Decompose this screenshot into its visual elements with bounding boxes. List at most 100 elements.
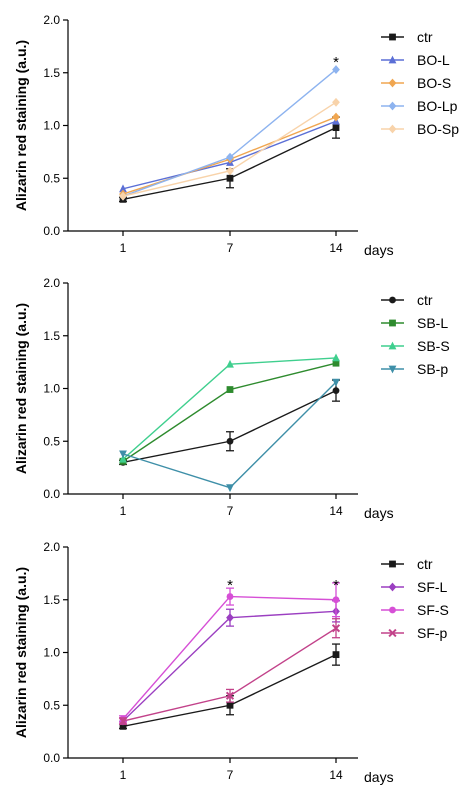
data-point xyxy=(226,593,234,600)
data-point xyxy=(119,454,127,463)
y-tick-label: 1.5 xyxy=(43,329,60,343)
y-axis-label: Alizarin red staining (a.u.) xyxy=(13,40,29,211)
data-point xyxy=(332,124,340,132)
significance-star: * xyxy=(333,54,339,71)
legend-item-ctr: ctr xyxy=(381,556,433,572)
significance-star: * xyxy=(333,577,339,594)
y-tick-label: 0.5 xyxy=(43,171,60,185)
legend-label: SF-p xyxy=(417,625,448,641)
legend-marker xyxy=(388,628,397,638)
data-point xyxy=(331,624,341,633)
data-point xyxy=(332,387,340,395)
legend-label: SF-L xyxy=(417,579,448,595)
data-point xyxy=(119,184,127,193)
y-tick-label: 0.5 xyxy=(43,434,60,448)
y-tick-label: 0.0 xyxy=(43,224,60,238)
y-axis-label: Alizarin red staining (a.u.) xyxy=(13,567,29,738)
legend-marker xyxy=(388,101,397,111)
series-SB-p xyxy=(119,378,340,493)
data-point xyxy=(332,378,340,387)
legend-label: ctr xyxy=(417,556,433,572)
legend-item-SB-S: SB-S xyxy=(381,338,450,354)
legend-item-BO-S: BO-S xyxy=(381,75,451,91)
x-tick-label: 1 xyxy=(120,768,127,782)
legend-label: SB-S xyxy=(417,338,450,354)
legend-item-SB-p: SB-p xyxy=(381,361,448,377)
x-tick-label: 14 xyxy=(329,768,343,782)
data-point xyxy=(226,166,234,176)
y-tick-label: 1.5 xyxy=(43,66,60,80)
legend-marker xyxy=(388,124,397,134)
legend-marker xyxy=(389,319,396,327)
x-axis-unit-label: days xyxy=(364,242,394,258)
data-point xyxy=(332,353,340,362)
data-point xyxy=(118,716,128,726)
data-point xyxy=(226,359,234,368)
data-point xyxy=(332,112,340,122)
x-axis-unit-label: days xyxy=(364,769,394,785)
legend-item-SF-p: SF-p xyxy=(381,625,448,641)
data-point xyxy=(226,701,234,709)
data-point xyxy=(225,691,235,700)
legend-marker xyxy=(389,33,396,41)
data-point xyxy=(332,97,340,107)
legend-marker xyxy=(389,296,396,304)
chart-panel-2: 0.0 0.5 1.0 1.5 2.0 1 7 14 days Alizarin red stai… xyxy=(13,276,450,521)
data-point xyxy=(226,484,234,493)
y-tick-label: 2.0 xyxy=(43,540,60,554)
y-tick-label: 1.0 xyxy=(43,382,60,396)
y-tick-label: 0.0 xyxy=(43,487,60,501)
y-tick-label: 2.0 xyxy=(43,13,60,27)
legend-item-BO-Sp: BO-Sp xyxy=(381,121,459,137)
legend-label: BO-Sp xyxy=(417,121,459,137)
legend-label: SB-p xyxy=(417,361,448,377)
legend-item-ctr: ctr xyxy=(381,29,433,45)
legend-item-ctr: ctr xyxy=(381,292,433,308)
legend-marker xyxy=(389,606,396,614)
legend-marker xyxy=(389,560,396,568)
legend-label: BO-L xyxy=(417,52,450,68)
legend-label: ctr xyxy=(417,29,433,45)
series-ctr xyxy=(119,643,340,730)
data-point xyxy=(332,65,340,74)
y-tick-label: 2.0 xyxy=(43,276,60,290)
legend-label: BO-S xyxy=(417,75,451,91)
data-point xyxy=(226,437,234,445)
legend-item-SB-L: SB-L xyxy=(381,315,448,331)
legend-label: SF-S xyxy=(417,602,449,618)
x-tick-label: 7 xyxy=(227,241,234,255)
series-BO-Sp xyxy=(119,97,340,201)
legend-marker xyxy=(388,341,397,350)
legend-label: BO-Lp xyxy=(417,98,458,114)
y-tick-label: 1.5 xyxy=(43,593,60,607)
legend-label: SB-L xyxy=(417,315,448,331)
y-axis-label: Alizarin red staining (a.u.) xyxy=(13,303,29,474)
data-point xyxy=(119,450,127,459)
series-line xyxy=(122,389,337,464)
legend-marker xyxy=(388,78,397,88)
data-point xyxy=(226,174,234,182)
x-axis-unit-label: days xyxy=(364,505,394,521)
legend-item-BO-L: BO-L xyxy=(381,52,450,68)
legend-marker xyxy=(388,582,397,592)
legend-marker xyxy=(388,55,397,64)
data-point xyxy=(332,651,340,659)
y-tick-label: 0.5 xyxy=(43,698,60,712)
x-tick-label: 14 xyxy=(329,241,343,255)
legend-item-SF-L: SF-L xyxy=(381,579,448,595)
data-point xyxy=(226,386,234,393)
legend-marker xyxy=(388,365,397,374)
y-tick-label: 1.0 xyxy=(43,119,60,133)
x-tick-label: 7 xyxy=(227,768,234,782)
y-tick-label: 0.0 xyxy=(43,751,60,765)
data-point xyxy=(119,722,127,730)
chart-panel-1: 0.0 0.5 1.0 1.5 2.0 1 7 14 days Alizarin red stai… xyxy=(13,13,459,258)
data-point xyxy=(332,359,340,367)
legend-label: ctr xyxy=(417,292,433,308)
chart-panel-3: 0.0 0.5 1.0 1.5 2.0 1 7 14 days Alizarin red stai… xyxy=(13,540,449,785)
series-SB-S xyxy=(119,353,340,463)
significance-star: * xyxy=(227,577,233,594)
data-point xyxy=(119,191,127,201)
series-SF-p xyxy=(118,618,341,726)
